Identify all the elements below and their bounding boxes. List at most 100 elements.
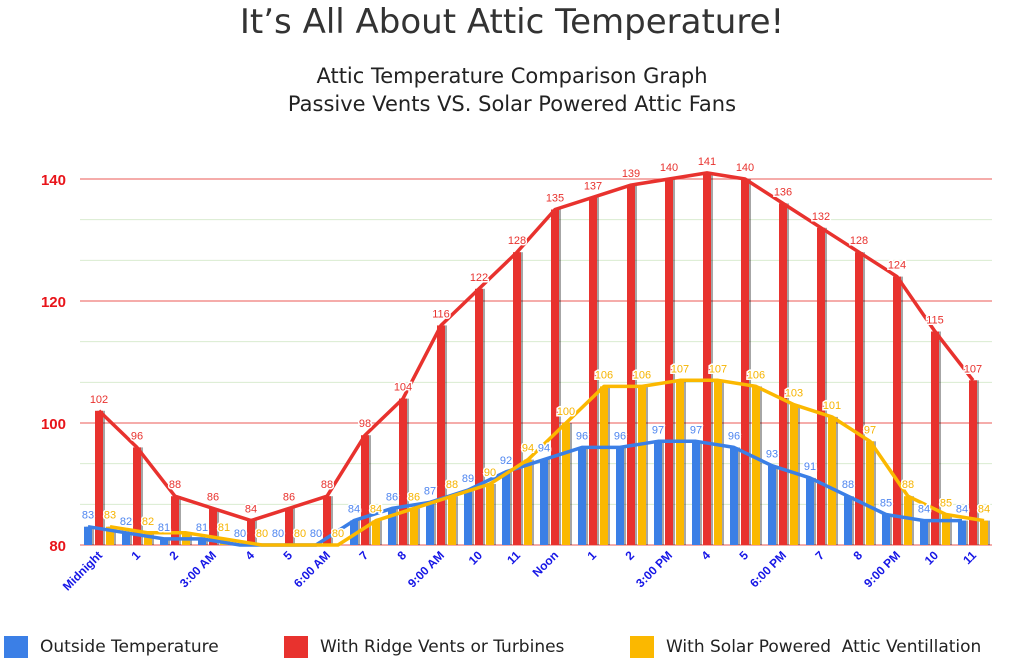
bar	[589, 197, 597, 546]
bar	[361, 435, 369, 545]
data-label: 88	[446, 479, 458, 491]
x-tick-label: Noon	[530, 548, 562, 580]
bar	[790, 404, 798, 545]
bar	[122, 532, 130, 545]
data-label: 101	[823, 400, 841, 412]
bar	[855, 252, 863, 545]
data-label: 106	[595, 369, 613, 381]
data-label: 82	[120, 516, 132, 528]
data-label: 84	[956, 504, 968, 516]
data-label: 128	[508, 235, 526, 247]
bar	[980, 520, 988, 545]
bar	[106, 526, 114, 545]
data-label: 103	[785, 388, 803, 400]
bar	[931, 331, 939, 545]
data-label: 85	[940, 498, 952, 510]
legend-swatch	[630, 636, 654, 658]
bar	[882, 514, 890, 545]
main-title: It’s All About Attic Temperature!	[239, 2, 785, 42]
bar	[817, 227, 825, 546]
bar	[578, 447, 586, 545]
data-label: 81	[196, 522, 208, 534]
data-label: 85	[880, 498, 892, 510]
data-label: 96	[614, 430, 626, 442]
data-label: 91	[804, 461, 816, 473]
x-tick-label: 7	[812, 548, 827, 563]
bar	[372, 520, 380, 545]
bar	[828, 416, 836, 545]
bar	[779, 203, 787, 545]
x-tick-label: 11	[504, 548, 523, 567]
data-label: 84	[245, 504, 257, 516]
data-label: 88	[169, 479, 181, 491]
x-tick-label: 6:00 AM	[291, 548, 333, 590]
data-label: 86	[386, 491, 398, 503]
x-tick-label: 10	[466, 548, 486, 568]
y-tick-label: 100	[41, 416, 66, 433]
data-label: 80	[272, 528, 284, 540]
bar	[806, 477, 814, 545]
data-label: 88	[842, 479, 854, 491]
bar	[562, 423, 570, 545]
bar	[524, 459, 532, 545]
bar	[600, 386, 608, 545]
x-tick-label: 1	[584, 548, 599, 563]
data-label: 135	[546, 193, 564, 205]
bar	[502, 471, 510, 545]
data-label: 80	[294, 528, 306, 540]
x-tick-label: 7	[356, 548, 371, 563]
data-label: 84	[918, 504, 930, 516]
bar	[247, 520, 255, 545]
bar	[323, 496, 331, 545]
bar	[692, 441, 700, 545]
x-tick-label: 8	[394, 548, 409, 563]
data-label: 96	[728, 430, 740, 442]
x-tick-label: 4	[698, 548, 713, 563]
data-label: 107	[671, 363, 689, 375]
data-label: 124	[888, 260, 906, 272]
x-tick-label: 8	[850, 548, 865, 563]
data-label: 82	[142, 516, 154, 528]
data-label: 104	[394, 382, 412, 394]
data-label: 97	[652, 424, 664, 436]
chart-subtitle-2: Passive Vents VS. Solar Powered Attic Fa…	[287, 92, 737, 116]
series-line	[109, 378, 985, 547]
data-label: 97	[864, 424, 876, 436]
bar	[551, 209, 559, 545]
x-tick-label: 2	[166, 548, 181, 563]
series-line	[87, 439, 962, 547]
x-tick-label: Midnight	[60, 548, 105, 593]
bar	[866, 441, 874, 545]
bar	[209, 508, 217, 545]
bar	[95, 410, 103, 545]
data-label: 139	[622, 168, 640, 180]
bar	[714, 380, 722, 545]
data-label: 84	[370, 504, 382, 516]
bar	[741, 179, 749, 545]
data-label: 84	[348, 504, 360, 516]
x-tick-label: 1	[128, 548, 143, 563]
x-tick-label: 5	[280, 548, 295, 563]
data-label: 97	[690, 424, 702, 436]
data-label: 87	[424, 485, 436, 497]
bar	[665, 179, 673, 545]
data-label: 80	[332, 528, 344, 540]
data-label: 96	[131, 430, 143, 442]
data-label: 84	[978, 504, 990, 516]
x-tick-label: 3:00 AM	[177, 548, 219, 590]
bar	[904, 496, 912, 545]
data-label: 92	[500, 455, 512, 467]
bar	[486, 484, 494, 545]
x-tick-label: 11	[960, 548, 979, 567]
data-label: 136	[774, 186, 792, 198]
series-line	[97, 171, 975, 523]
bar	[198, 538, 206, 545]
data-label: 96	[576, 430, 588, 442]
x-tick-label: 9:00 PM	[861, 548, 903, 590]
bar	[920, 520, 928, 545]
data-label: 83	[82, 510, 94, 522]
data-label: 106	[747, 369, 765, 381]
data-label: 102	[90, 394, 108, 406]
bar	[616, 447, 624, 545]
bar	[676, 380, 684, 545]
